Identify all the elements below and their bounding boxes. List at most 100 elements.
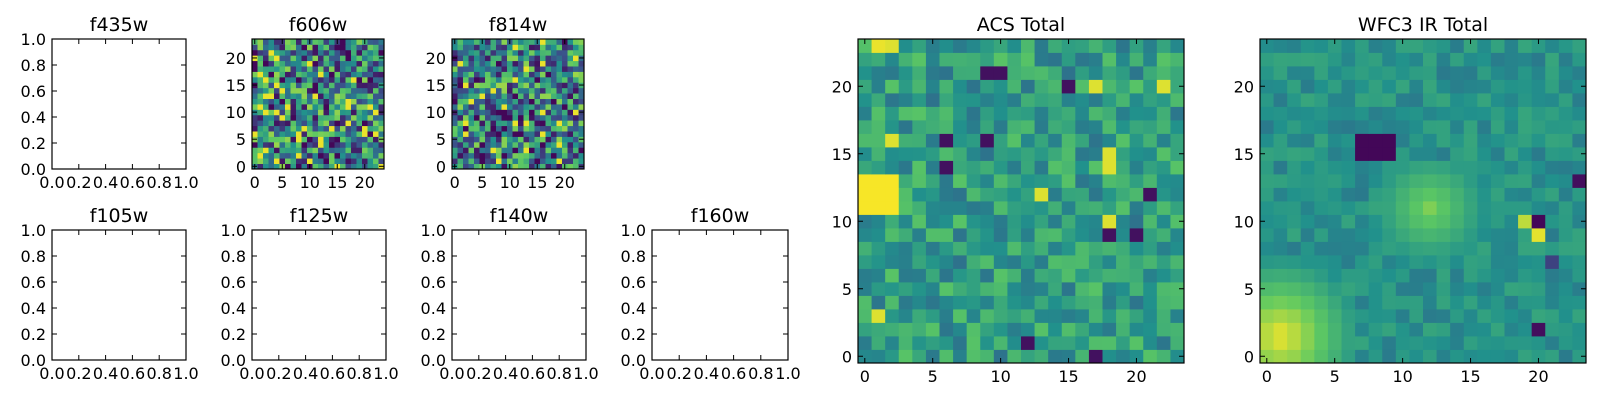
heatmap-cell xyxy=(1450,120,1465,134)
heatmap-cell xyxy=(567,120,574,127)
heatmap-cell xyxy=(479,147,486,154)
heatmap-cell xyxy=(1300,241,1315,256)
heatmap-cell xyxy=(1450,106,1465,121)
heatmap-cell xyxy=(362,120,368,127)
heatmap-cell xyxy=(1075,174,1090,188)
heatmap-cell xyxy=(279,93,286,99)
heatmap-cell xyxy=(1102,160,1117,175)
heatmap-cell xyxy=(980,79,995,94)
heatmap-cell xyxy=(356,163,363,170)
heatmap-cell xyxy=(1048,309,1063,323)
heatmap-cell xyxy=(573,60,579,67)
heatmap-cell xyxy=(296,120,302,127)
heatmap-cell xyxy=(1504,214,1519,229)
heatmap-cell xyxy=(340,44,346,51)
heatmap-cell xyxy=(274,93,280,99)
heatmap-cell xyxy=(545,120,552,127)
heatmap-cell xyxy=(1034,106,1049,121)
heatmap-cell xyxy=(939,120,954,134)
heatmap-cell xyxy=(1490,255,1505,269)
heatmap-cell xyxy=(939,255,954,269)
heatmap-cell xyxy=(885,268,900,283)
heatmap-cell xyxy=(1327,255,1342,269)
heatmap-cell xyxy=(1382,106,1397,121)
heatmap-cell xyxy=(1409,268,1424,283)
heatmap-cell xyxy=(529,49,535,56)
heatmap-cell xyxy=(474,109,480,116)
heatmap-cell xyxy=(529,76,535,83)
heatmap-cell xyxy=(540,98,546,105)
heatmap-cell xyxy=(534,76,541,83)
heatmap-cell xyxy=(573,114,579,121)
heatmap-cell xyxy=(334,49,341,56)
heatmap-cell xyxy=(1048,79,1063,94)
heatmap-cell xyxy=(345,136,352,143)
heatmap-cell xyxy=(966,39,981,53)
heatmap-cell xyxy=(898,133,913,148)
x-tick-label: 0 xyxy=(450,173,460,192)
heatmap-cell xyxy=(1061,133,1076,148)
heatmap-cell xyxy=(1088,106,1103,121)
heatmap-cell xyxy=(1572,160,1587,175)
heatmap-cell xyxy=(1477,241,1492,256)
heatmap-cell xyxy=(318,136,324,143)
heatmap-cell xyxy=(345,66,352,72)
heatmap-cell xyxy=(329,152,335,159)
heatmap-cell xyxy=(858,336,872,350)
heatmap-cell xyxy=(1341,282,1356,296)
heatmap-cell xyxy=(257,158,264,164)
heatmap-cell xyxy=(301,120,308,127)
heatmap-cell xyxy=(312,141,319,148)
heatmap-cell xyxy=(1034,133,1049,148)
acs-total-title: ACS Total xyxy=(977,14,1065,36)
heatmap-cell xyxy=(1477,174,1492,188)
heatmap-cell xyxy=(1436,336,1451,350)
heatmap-cell xyxy=(1423,228,1437,242)
heatmap-cell xyxy=(274,104,280,110)
heatmap-cell xyxy=(252,44,258,51)
heatmap-cell xyxy=(551,163,557,170)
heatmap-cell xyxy=(556,125,563,132)
heatmap-cell xyxy=(252,60,258,67)
heatmap-cell xyxy=(1273,133,1288,148)
heatmap-cell xyxy=(912,322,927,337)
heatmap-cell xyxy=(1300,39,1315,53)
heatmap-cell xyxy=(340,120,346,127)
heatmap-cell xyxy=(351,104,357,110)
heatmap-cell xyxy=(1260,93,1274,107)
heatmap-cell xyxy=(263,131,269,137)
y-tick-label: 0.2 xyxy=(221,325,246,344)
heatmap-cell xyxy=(1436,106,1451,121)
heatmap-cell xyxy=(452,104,458,110)
heatmap-cell xyxy=(1463,228,1478,242)
heatmap-cell xyxy=(1088,52,1103,67)
heatmap-cell xyxy=(1531,336,1546,350)
heatmap-cell xyxy=(474,49,480,56)
heatmap-cell xyxy=(296,125,302,132)
heatmap-cell xyxy=(1143,174,1158,188)
heatmap-cell xyxy=(1436,295,1451,310)
heatmap-cell xyxy=(279,109,286,116)
heatmap-cell xyxy=(925,201,940,215)
heatmap-cell xyxy=(534,93,541,99)
heatmap-cell xyxy=(512,55,519,62)
heatmap-cell xyxy=(885,187,900,202)
heatmap-cell xyxy=(898,268,913,283)
heatmap-cell xyxy=(285,71,291,78)
heatmap-cell xyxy=(545,60,552,67)
heatmap-cell xyxy=(507,49,513,56)
heatmap-cell xyxy=(296,60,302,67)
heatmap-cell xyxy=(912,147,927,161)
heatmap-cell xyxy=(1273,228,1288,242)
heatmap-cell xyxy=(898,295,913,310)
heatmap-cell xyxy=(1558,228,1573,242)
heatmap-cell xyxy=(1102,241,1117,256)
heatmap-cell xyxy=(1327,282,1342,296)
heatmap-cell xyxy=(1409,295,1424,310)
heatmap-cell xyxy=(540,141,546,148)
heatmap-cell xyxy=(296,147,302,154)
heatmap-cell xyxy=(898,349,913,364)
heatmap-cell xyxy=(898,201,913,215)
heatmap-cell xyxy=(345,76,352,83)
